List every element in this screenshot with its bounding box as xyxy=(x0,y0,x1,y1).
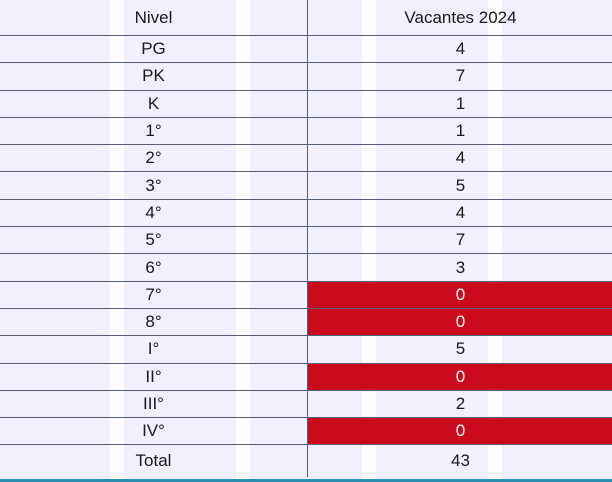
table-row: I° 5 xyxy=(0,335,612,364)
table-row: 4° 4 xyxy=(0,199,612,228)
cell-nivel: I° xyxy=(0,335,308,364)
cell-nivel: 8° xyxy=(0,308,308,337)
cell-vacantes: 1 xyxy=(307,117,612,146)
column-header-nivel: Nivel xyxy=(0,0,308,36)
cell-vacantes: 7 xyxy=(307,62,612,91)
cell-vacantes: 2 xyxy=(307,390,612,419)
cell-nivel: 4° xyxy=(0,199,308,228)
cell-nivel: II° xyxy=(0,363,308,391)
table-row: III° 2 xyxy=(0,390,612,419)
table-row: 5° 7 xyxy=(0,226,612,255)
cell-nivel: IV° xyxy=(0,417,308,446)
cell-nivel: 1° xyxy=(0,117,308,146)
table-body: PG 4 PK 7 K 1 1° 1 2° 4 3° 5 4° 4 5° 7 6° 3 7° 0 8° 0 I° 5 II° 0 I… xyxy=(0,35,612,478)
cell-nivel: 2° xyxy=(0,144,308,173)
table-row: 1° 1 xyxy=(0,117,612,146)
table-row: PK 7 xyxy=(0,62,612,91)
cell-vacantes: 3 xyxy=(307,253,612,282)
table-row: 2° 4 xyxy=(0,144,612,173)
total-value: 43 xyxy=(307,444,612,478)
cell-nivel: 5° xyxy=(0,226,308,255)
cell-nivel: 7° xyxy=(0,281,308,309)
table-row: PG 4 xyxy=(0,35,612,64)
bottom-accent-bar xyxy=(0,479,612,482)
cell-vacantes: 4 xyxy=(307,199,612,228)
table-header-row: Nivel Vacantes 2024 xyxy=(0,0,612,36)
table-row: II° 0 xyxy=(0,363,612,391)
cell-vacantes: 5 xyxy=(307,335,612,364)
cell-nivel: 3° xyxy=(0,171,308,200)
cell-nivel: K xyxy=(0,90,308,118)
cell-vacantes: 0 xyxy=(307,281,612,309)
cell-vacantes: 0 xyxy=(307,363,612,391)
cell-vacantes: 0 xyxy=(307,308,612,337)
table-row: 3° 5 xyxy=(0,171,612,200)
table-row: 8° 0 xyxy=(0,308,612,337)
table-total-row: Total 43 xyxy=(0,444,612,478)
column-header-vacantes: Vacantes 2024 xyxy=(307,0,612,36)
cell-vacantes: 4 xyxy=(307,35,612,64)
cell-nivel: PK xyxy=(0,62,308,91)
cell-vacantes: 0 xyxy=(307,417,612,446)
table-row: IV° 0 xyxy=(0,417,612,446)
cell-vacantes: 5 xyxy=(307,171,612,200)
cell-nivel: PG xyxy=(0,35,308,64)
cell-vacantes: 7 xyxy=(307,226,612,255)
table-row: 7° 0 xyxy=(0,281,612,309)
cell-nivel: III° xyxy=(0,390,308,419)
cell-vacantes: 1 xyxy=(307,90,612,118)
total-label: Total xyxy=(135,451,172,471)
cell-nivel: 6° xyxy=(0,253,308,282)
cell-vacantes: 4 xyxy=(307,144,612,173)
table-row: 6° 3 xyxy=(0,253,612,282)
